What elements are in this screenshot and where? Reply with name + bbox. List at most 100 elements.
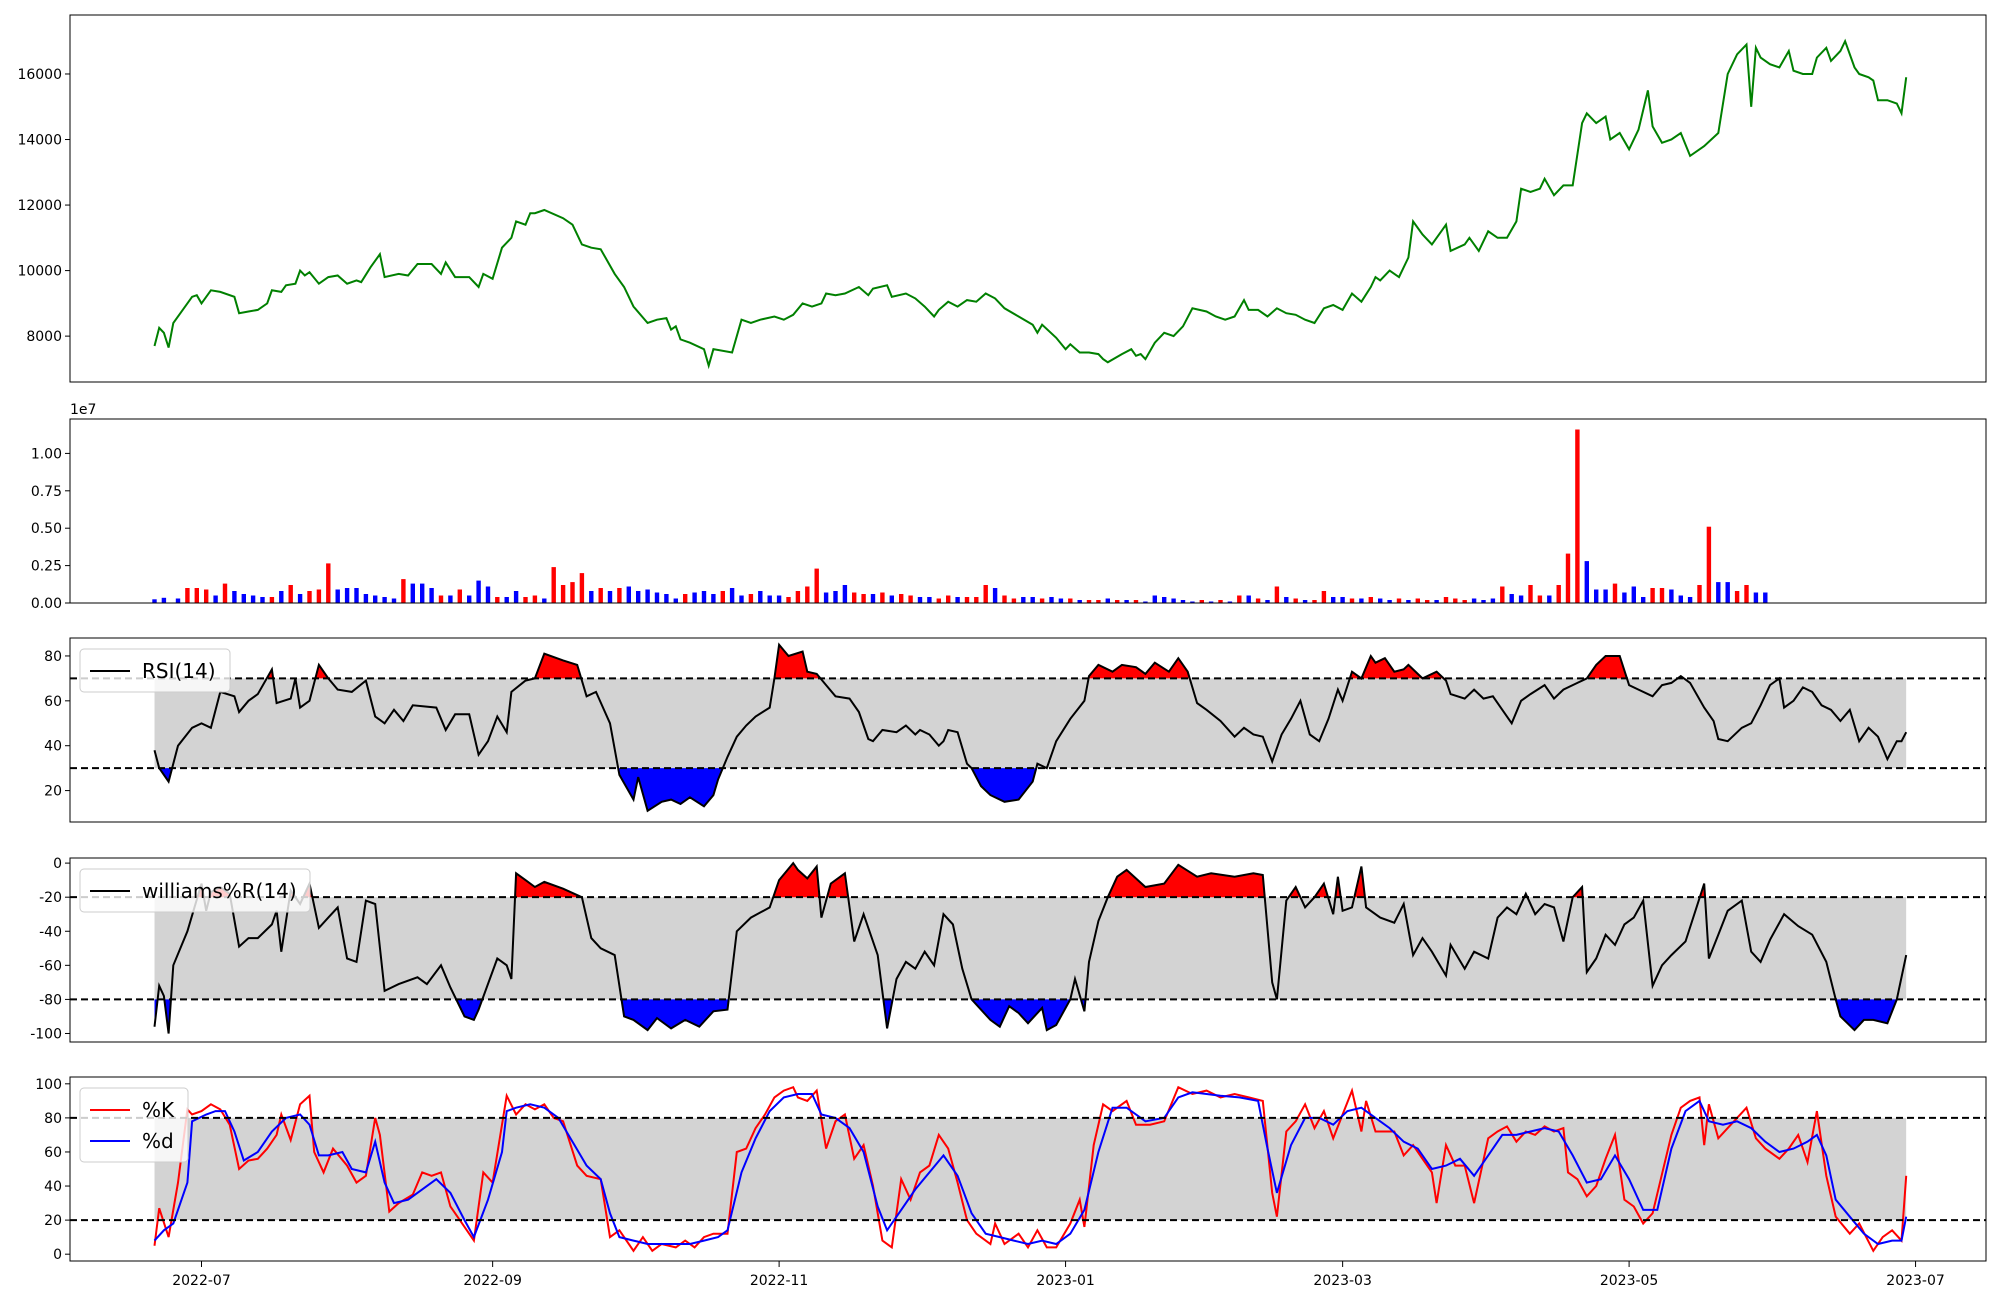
volume-bar-down — [1331, 597, 1336, 603]
volume-bar-down — [213, 595, 218, 603]
volume-bar-up — [185, 588, 190, 603]
volume-bar-down — [1631, 586, 1636, 603]
volume-bar-down — [1763, 592, 1768, 603]
y-tick-label: 0 — [53, 1247, 62, 1263]
volume-bar-down — [1105, 598, 1110, 603]
legend: williams%R(14) — [79, 868, 311, 913]
volume-bar-down — [1603, 589, 1608, 603]
price-chart: 8000 10000 12000 14000 16000 — [17, 14, 1987, 383]
volume-bar-up — [269, 597, 275, 603]
legend: RSI(14) — [79, 648, 231, 693]
legend-label: %d — [142, 1129, 174, 1153]
volume-bar-up — [1002, 595, 1007, 603]
volume-bar-down — [870, 594, 876, 603]
volume-bar-down — [1481, 600, 1486, 603]
axes-frame — [69, 637, 1987, 823]
y-tick-label: 0.25 — [31, 559, 62, 575]
volume-bar-down — [1594, 589, 1599, 603]
volume-bar-up — [852, 592, 857, 603]
axes-frame — [69, 418, 1987, 604]
volume-bar-up — [598, 588, 603, 603]
x-tick-label: 2022-09 — [463, 1273, 522, 1289]
y-tick-label: 0.00 — [31, 596, 62, 612]
y-tick-label: 1.00 — [31, 446, 62, 462]
series-line-1 — [153, 1085, 1908, 1253]
volume-bar-down — [833, 591, 838, 603]
volume-bar-down — [729, 588, 735, 603]
volume-bar-down — [1725, 582, 1730, 603]
volume-bar-down — [776, 595, 782, 603]
volume-bar-up — [288, 585, 293, 603]
y-tick-label: 40 — [44, 739, 62, 755]
volume-bar-up — [805, 586, 810, 603]
volume-bar-down — [711, 594, 716, 603]
volume-bar-down — [701, 591, 707, 603]
overbought-fill — [773, 863, 820, 898]
volume-bar-down — [1434, 600, 1439, 603]
volume-bar-up — [1697, 585, 1702, 603]
volume-bar-down — [420, 583, 425, 603]
volume-bar-up — [1537, 595, 1543, 603]
volume-bar-down — [232, 591, 237, 603]
volume-bar-down — [1584, 561, 1589, 603]
volume-bar-down — [1284, 597, 1289, 603]
volume-bar-down — [1058, 598, 1064, 603]
volume-bar-down — [1162, 597, 1167, 603]
volume-bar-up — [1321, 591, 1327, 603]
volume-bar-up — [204, 589, 209, 603]
volume-bar-up — [316, 589, 322, 603]
volume-bar-up — [570, 582, 575, 603]
volume-bar-down — [476, 580, 481, 603]
oversold-fill — [971, 768, 1037, 802]
volume-bar-up — [560, 585, 566, 603]
volume-bar-down — [645, 589, 650, 603]
volume-bar-up — [1650, 588, 1655, 603]
volume-bar-down — [485, 586, 491, 603]
volume-bar-down — [1302, 600, 1308, 603]
volume-bar-up — [617, 588, 622, 603]
legend-box — [79, 1087, 189, 1163]
x-tick-label: 2023-01 — [1036, 1273, 1095, 1289]
neutral-band — [154, 678, 1907, 769]
overbought-fill — [1107, 864, 1265, 898]
x-tick-label: 2023-03 — [1313, 1273, 1372, 1289]
volume-bar-down — [626, 586, 631, 603]
williams-r-chart: -100 -80 -60 -40 -20 0 williams%R(14) — [30, 856, 1987, 1043]
volume-bar-up — [1199, 600, 1204, 603]
volume-bar-down — [1021, 597, 1026, 603]
volume-bar-down — [1246, 595, 1251, 603]
volume-bar-up — [457, 589, 462, 603]
volume-bar-up — [523, 597, 528, 603]
volume-bar-up — [1734, 591, 1740, 603]
volume-bar-up — [1068, 598, 1073, 603]
y-tick-label: 40 — [44, 1179, 62, 1195]
volume-bar-down — [344, 588, 350, 603]
volume-bar-down — [1265, 600, 1270, 603]
y-tick-label: 12000 — [17, 198, 62, 214]
volume-bar-down — [1406, 600, 1411, 603]
volume-bar-down — [1641, 597, 1646, 603]
rsi-chart: 20 40 60 80 RSI(14) — [44, 637, 1987, 823]
x-axis: 2022-07 2022-09 2022-11 2023-01 2023-03 2023-… — [172, 1261, 1945, 1289]
volume-bar-up — [579, 573, 585, 603]
volume-bar-down — [1716, 582, 1721, 603]
volume-bar-up — [795, 591, 801, 603]
stochastic-chart: 0 20 40 60 80 100 %K %d — [35, 1076, 1987, 1263]
volume-bar-down — [363, 594, 369, 603]
y-tick-label: 0 — [53, 856, 62, 872]
y-tick-label: -60 — [39, 958, 62, 974]
y-tick-label: -20 — [39, 890, 62, 906]
volume-bar-down — [1678, 595, 1683, 603]
volume-bar-down — [161, 597, 167, 603]
volume-bar-up — [1274, 586, 1280, 603]
volume-bar-up — [1443, 597, 1449, 603]
volume-bar-up — [438, 595, 444, 603]
volume-bar-down — [1622, 592, 1627, 603]
axes-frame — [69, 1076, 1987, 1262]
volume-bar-down — [1378, 598, 1383, 603]
volume-bar-up — [720, 591, 725, 603]
legend-box — [79, 868, 311, 913]
volume-bar-up — [1255, 598, 1261, 603]
volume-bar-up — [880, 592, 885, 603]
axes-frame — [69, 857, 1987, 1043]
